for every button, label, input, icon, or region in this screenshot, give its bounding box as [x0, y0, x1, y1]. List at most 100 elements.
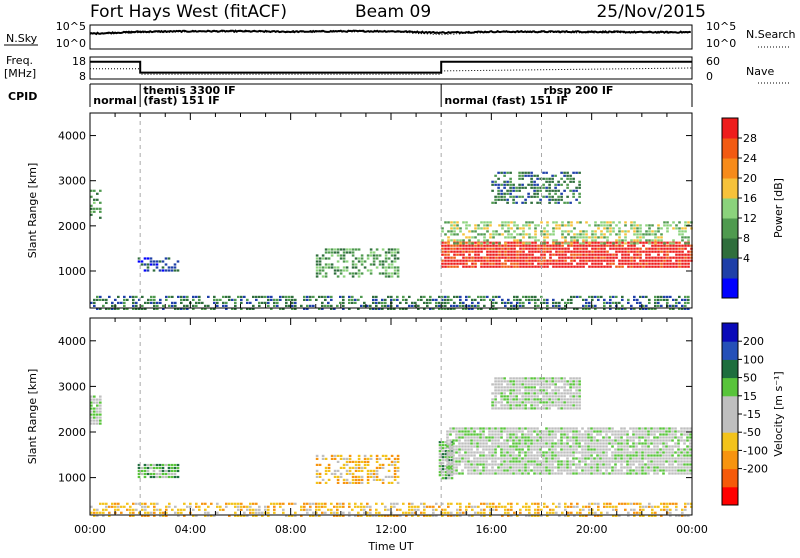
scatter-cell [420, 502, 423, 505]
scatter-cell [650, 466, 653, 469]
scatter-cell [482, 430, 485, 433]
scatter-cell [588, 511, 591, 514]
scatter-cell [519, 250, 522, 253]
scatter-cell [578, 442, 581, 445]
scatter-cell [633, 253, 636, 256]
scatter-cell [657, 244, 660, 247]
scatter-cell [273, 505, 276, 508]
scatter-cell [461, 436, 464, 439]
scatter-cell [468, 242, 471, 245]
scatter-cell [509, 392, 512, 395]
scatter-cell [582, 230, 585, 233]
scatter-cell [309, 508, 312, 511]
scatter-cell [477, 247, 480, 250]
scatter-cell [510, 221, 513, 224]
scatter-cell [539, 442, 542, 445]
scatter-cell [498, 505, 501, 508]
scatter-cell [636, 239, 639, 242]
scatter-cell [467, 433, 470, 436]
scatter-cell [539, 201, 542, 204]
scatter-cell [594, 253, 597, 256]
scatter-cell [366, 511, 369, 514]
scatter-cell [545, 457, 548, 460]
scatter-cell [512, 189, 515, 192]
scatter-cell [509, 386, 512, 389]
scatter-cell [497, 427, 500, 430]
scatter-cell [666, 250, 669, 253]
scatter-cell [447, 474, 451, 477]
scatter-cell [594, 304, 597, 307]
scatter-cell [495, 508, 498, 511]
scatter-cell [662, 460, 665, 463]
scatter-cell [527, 442, 530, 445]
scatter-cell [336, 508, 339, 511]
scatter-cell [521, 183, 524, 186]
scatter-cell [393, 298, 396, 301]
scatter-cell [372, 260, 376, 263]
scatter-cell [173, 269, 177, 272]
scatter-cell [680, 436, 683, 439]
scatter-cell [492, 230, 495, 233]
scatter-cell [354, 272, 358, 275]
scatter-cell [524, 445, 527, 448]
scatter-cell [381, 301, 384, 304]
scatter-cell [572, 195, 575, 198]
scatter-cell [498, 259, 501, 262]
scatter-cell [687, 502, 690, 505]
scatter-cell [644, 451, 647, 454]
scatter-cell [149, 472, 153, 476]
scatter-cell [585, 244, 588, 247]
scatter-cell [342, 511, 345, 514]
scatter-cell [509, 171, 512, 174]
scatter-cell [651, 247, 654, 250]
scatter-cell [303, 502, 306, 505]
scatter-cell [579, 244, 582, 247]
scatter-cell [479, 472, 482, 475]
scatter-cell [636, 233, 639, 236]
scatter-cell [548, 201, 551, 204]
scatter-cell [656, 457, 659, 460]
scatter-cell [668, 457, 671, 460]
scatter-cell [99, 201, 102, 204]
scatter-cell [486, 227, 489, 230]
scatter-cell [603, 242, 606, 245]
scatter-cell [528, 295, 531, 298]
scatter-cell [324, 502, 327, 505]
scatter-cell [152, 463, 156, 467]
scatter-cell [222, 301, 225, 304]
scatter-cell [456, 242, 459, 245]
scatter-cell [399, 508, 402, 511]
scatter-cell [561, 236, 564, 239]
scatter-cell [521, 377, 524, 380]
scatter-cell [237, 514, 240, 517]
scatter-cell [345, 481, 349, 484]
scatter-cell [650, 439, 653, 442]
scatter-cell [633, 250, 636, 253]
scatter-cell [570, 250, 573, 253]
scatter-cell [186, 304, 189, 307]
scatter-cell [494, 454, 497, 457]
scatter-cell [93, 201, 96, 204]
scatter-cell [123, 304, 126, 307]
scatter-cell [447, 453, 451, 456]
scatter-cell [515, 377, 518, 380]
scatter-cell [500, 466, 503, 469]
scatter-cell [521, 430, 524, 433]
cpid-mode-label: rbsp 200 IF [544, 84, 614, 97]
scatter-cell [536, 380, 539, 383]
scatter-cell [441, 508, 444, 511]
scatter-cell [585, 230, 588, 233]
scatter-cell [674, 427, 677, 430]
scatter-cell [507, 298, 510, 301]
scatter-cell [545, 407, 548, 410]
scatter-cell [108, 505, 111, 508]
scatter-cell [572, 430, 575, 433]
scatter-cell [411, 304, 414, 307]
scatter-cell [492, 253, 495, 256]
scatter-cell [342, 307, 345, 310]
scatter-cell [176, 466, 180, 470]
scatter-cell [560, 439, 563, 442]
scatter-cell [105, 508, 108, 511]
scatter-cell [156, 301, 159, 304]
scatter-cell [599, 457, 602, 460]
